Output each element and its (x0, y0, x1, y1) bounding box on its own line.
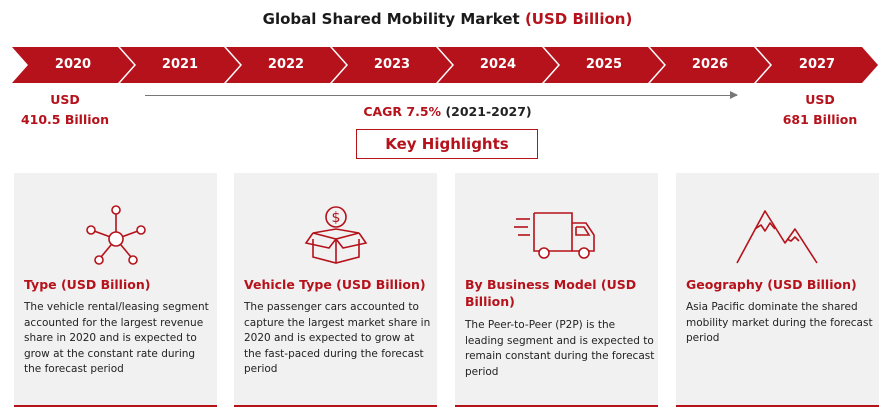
cagr-period: (2021-2027) (445, 104, 532, 119)
chevron-2026 (650, 47, 770, 83)
year-label: 2024 (479, 57, 517, 72)
chevron-2021 (120, 47, 240, 83)
card-text: The passenger cars accounted to capture … (244, 301, 431, 375)
mountains-icon (676, 199, 879, 279)
card-heading: By Business Model (USD Billion) (465, 277, 637, 309)
key-highlights-heading: Key Highlights (356, 129, 538, 159)
year-label: 2025 (585, 57, 623, 72)
card-text: The Peer-to-Peer (P2P) is the leading se… (465, 319, 655, 378)
highlight-card-geography: Geography (USD Billion) Asia Pacific dom… (676, 173, 879, 407)
end-value-currency: USD (805, 92, 835, 107)
svg-text:$: $ (331, 210, 340, 226)
cagr-label: CAGR 7.5% (363, 104, 442, 119)
money-box-icon: $ (234, 199, 437, 279)
highlight-card-type: Type (USD Billion) The vehicle rental/le… (14, 173, 217, 407)
card-text: Asia Pacific dominate the shared mobilit… (686, 301, 873, 344)
card-heading: Type (USD Billion) (24, 277, 151, 292)
cagr-arrow-line (145, 95, 737, 96)
highlight-card-vehicle-type: $ Vehicle Type (USD Billion) The passeng… (234, 173, 437, 407)
chevron-2025 (544, 47, 664, 83)
chevron-2020 (12, 47, 134, 83)
year-label: 2027 (798, 57, 836, 72)
chevron-2027 (756, 47, 878, 83)
year-label: 2026 (691, 57, 729, 72)
card-heading: Geography (USD Billion) (686, 277, 857, 292)
card-text: The vehicle rental/leasing segment accou… (24, 301, 209, 375)
chevron-2022 (226, 47, 346, 83)
arrow-head-icon (730, 91, 738, 99)
title-accent: (USD Billion) (524, 10, 633, 28)
timeline-chevrons (12, 47, 878, 83)
year-label: 2020 (54, 57, 92, 72)
year-label: 2023 (373, 57, 411, 72)
start-value: USD 410.5 Billion (10, 90, 120, 130)
end-value-amount: 681 Billion (782, 112, 858, 127)
year-label: 2021 (161, 57, 199, 72)
page-title: Global Shared Mobility Market (USD Billi… (0, 10, 895, 28)
title-main: Global Shared Mobility Market (262, 10, 520, 28)
cagr-text: CAGR 7.5% (2021-2027) (0, 104, 895, 119)
start-value-currency: USD (50, 92, 80, 107)
delivery-truck-icon (455, 199, 658, 279)
start-value-amount: 410.5 Billion (20, 112, 110, 127)
card-heading: Vehicle Type (USD Billion) (244, 277, 426, 292)
network-hub-icon (14, 199, 217, 279)
end-value: USD 681 Billion (770, 90, 870, 130)
chevron-2023 (332, 47, 452, 83)
year-timeline: 2020 2021 2022 2023 2024 2025 2026 2027 (12, 47, 880, 83)
year-label: 2022 (267, 57, 305, 72)
highlight-card-business-model: By Business Model (USD Billion) The Peer… (455, 173, 658, 407)
chevron-2024 (438, 47, 558, 83)
